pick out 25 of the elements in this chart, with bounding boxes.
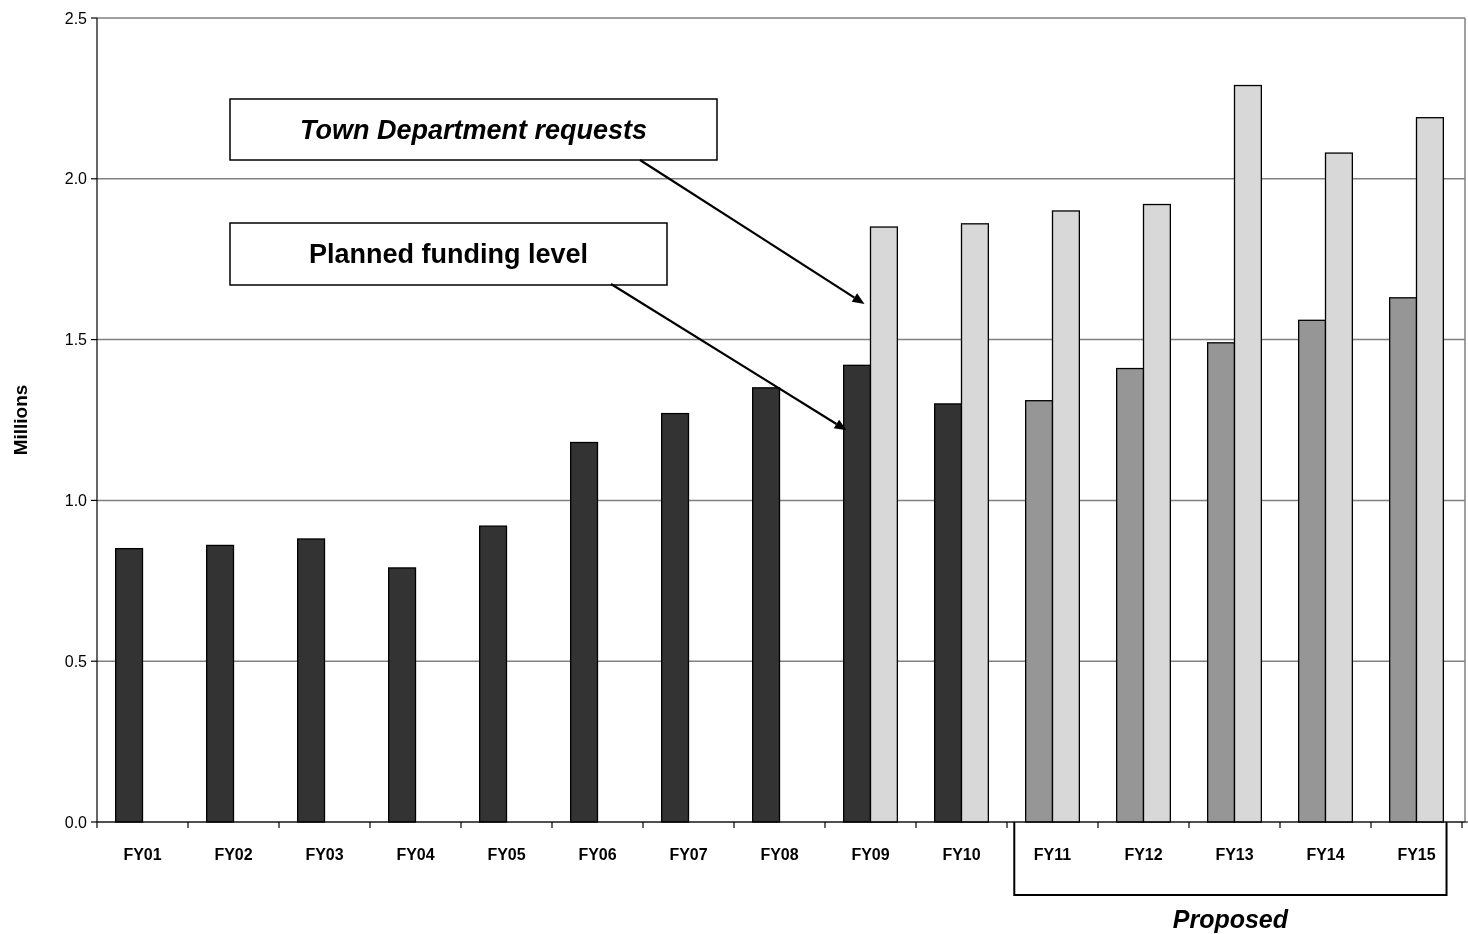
y-tick-label: 1.0 <box>64 492 88 509</box>
annotation: Planned funding level <box>308 239 589 270</box>
x-tick-label: FY14 <box>1306 846 1345 863</box>
y-tick-label: 0.0 <box>64 813 88 831</box>
y-tick-label: 0.5 <box>64 652 88 670</box>
y-tick-label: 1.5 <box>64 331 88 349</box>
x-tick-label: FY07 <box>669 846 708 863</box>
x-tick-label: FY08 <box>760 846 799 863</box>
x-tick-label: FY12 <box>1124 846 1163 863</box>
x-tick-label: FY13 <box>1215 846 1254 863</box>
x-tick-label: FY03 <box>305 846 344 863</box>
x-tick-label: FY05 <box>487 846 526 863</box>
y-axis-title: Millions <box>10 384 31 456</box>
x-tick-label: FY04 <box>396 846 435 863</box>
x-tick-label: FY02 <box>214 846 253 863</box>
x-tick-label: FY06 <box>578 846 617 863</box>
x-tick-label: FY11 <box>1033 846 1072 863</box>
text: Proposed <box>1172 905 1289 933</box>
x-tick-label: FY09 <box>851 846 890 863</box>
y-tick-label: 2.0 <box>64 170 88 188</box>
annotation: Town Department requests <box>299 114 648 145</box>
x-tick-label: FY10 <box>942 846 981 863</box>
x-tick-label: FY01 <box>123 846 162 863</box>
x-tick-label: FY15 <box>1397 846 1436 863</box>
y-tick-label: 2.5 <box>64 9 88 27</box>
